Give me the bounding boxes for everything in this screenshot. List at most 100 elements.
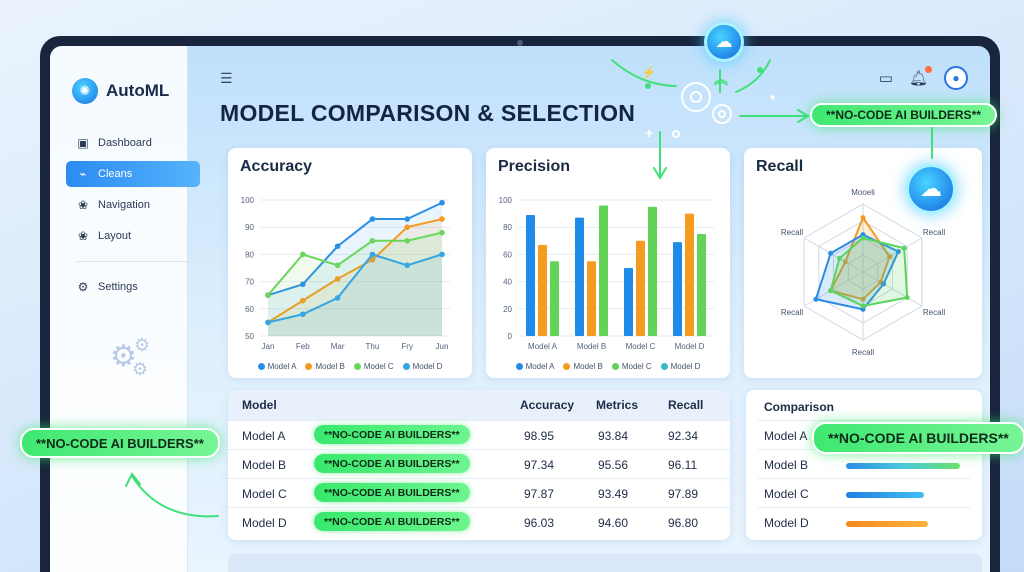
y-tick-label: 0	[508, 332, 513, 341]
x-tick-label: Model D	[675, 342, 705, 351]
row-recall: 96.11	[668, 458, 698, 472]
data-point	[404, 262, 410, 269]
data-point	[439, 216, 445, 222]
data-point	[836, 255, 842, 261]
legend-label: Model A	[267, 362, 297, 371]
callout-badge: **NO-CODE AI BUILDERS**	[812, 422, 1024, 454]
row-accuracy: 98.95	[524, 429, 555, 443]
table-row[interactable]: Model D **NO-CODE AI BUILDERS** 96.03 94…	[228, 507, 730, 536]
data-point	[860, 303, 866, 309]
header-metrics: Metrics	[596, 398, 639, 412]
header-accuracy: Accuracy	[520, 398, 575, 412]
precision-legend: Model A Model B Model C Model D	[486, 362, 730, 371]
menu-icon[interactable]: ☰	[220, 70, 233, 86]
bar	[599, 205, 608, 336]
legend-item: Model B	[305, 362, 345, 371]
dashboard-icon: ▣	[77, 136, 89, 150]
notification-dot	[925, 66, 932, 73]
bar	[636, 240, 645, 336]
row-model: Model B	[242, 458, 287, 472]
legend-item: Model D	[402, 362, 442, 371]
avatar[interactable]: ●	[944, 66, 968, 90]
bottom-panel	[228, 554, 982, 572]
bar	[624, 268, 633, 336]
y-tick-label: 50	[245, 332, 254, 341]
x-tick-label: Mar	[331, 342, 345, 351]
row-model: Model A	[242, 429, 286, 443]
legend-swatch	[353, 363, 361, 370]
row-metrics: 93.49	[598, 487, 629, 501]
data-point	[300, 297, 306, 304]
webcam	[517, 40, 523, 46]
x-tick-label: Jan	[262, 342, 275, 351]
comparison-row[interactable]: Model D	[758, 507, 970, 535]
sidebar-item-label: Navigation	[98, 199, 150, 211]
data-point	[404, 238, 410, 244]
data-point	[842, 259, 848, 265]
row-tag-badge: **NO-CODE AI BUILDERS**	[314, 512, 470, 531]
recall-title: Recall	[756, 158, 804, 175]
legend-label: Model B	[573, 362, 603, 371]
row-model: Model D	[242, 516, 287, 530]
table-row[interactable]: Model C **NO-CODE AI BUILDERS** 97.87 93…	[228, 478, 730, 507]
sidebar-item-label: Layout	[98, 230, 132, 242]
y-tick-label: 60	[245, 305, 254, 314]
x-tick-label: Model C	[626, 342, 656, 351]
bar	[575, 217, 584, 336]
table-row[interactable]: Model A **NO-CODE AI BUILDERS** 98.95 93…	[228, 420, 730, 449]
data-point	[887, 254, 893, 260]
recall-radar-chart: Mooeli Recall Recall Recall Recall Recall	[781, 188, 945, 357]
legend-label: Model A	[525, 362, 555, 371]
bar	[538, 244, 547, 336]
brain-logo-icon: ✺	[72, 78, 98, 104]
data-point	[369, 257, 376, 263]
data-point	[439, 251, 445, 258]
sidebar-nav: ▣ Dashboard ⌁ Cleans ❀ Navigation ❀ Layo…	[66, 130, 200, 305]
sidebar-item-navigation[interactable]: ❀ Navigation	[66, 192, 200, 218]
data-point	[860, 215, 866, 221]
x-tick-label: Feb	[296, 342, 310, 351]
row-accuracy: 97.34	[524, 458, 555, 472]
comparison-title: Comparison	[764, 400, 835, 414]
sidebar-item-label: Cleans	[98, 168, 133, 180]
precision-title: Precision	[498, 158, 571, 175]
sidebar-item-cleans[interactable]: ⌁ Cleans	[66, 161, 200, 187]
sidebar-item-dashboard[interactable]: ▣ Dashboard	[66, 130, 200, 156]
series-line	[267, 218, 443, 324]
legend-label: Model D	[670, 362, 701, 371]
radar-axis	[862, 271, 923, 307]
legend-swatch	[611, 363, 619, 370]
comparison-row[interactable]: Model C	[758, 478, 970, 506]
accuracy-title: Accuracy	[240, 158, 313, 175]
radar-axis-label: Recall	[781, 308, 803, 317]
comparison-label: Model C	[764, 487, 809, 501]
y-tick-label: 100	[499, 196, 513, 205]
device-icon[interactable]: ▭	[878, 70, 893, 87]
x-tick-label: Model B	[577, 342, 606, 351]
row-recall: 96.80	[668, 516, 699, 530]
data-point	[895, 249, 901, 255]
data-point	[904, 295, 910, 300]
comparison-label: Model A	[764, 429, 808, 443]
table-row[interactable]: Model B **NO-CODE AI BUILDERS** 97.34 95…	[228, 449, 730, 478]
sidebar-item-layout[interactable]: ❀ Layout	[66, 223, 200, 249]
page-title: MODEL COMPARISON & SELECTION	[220, 100, 636, 126]
sidebar: ✺ AutoML ▣ Dashboard ⌁ Cleans ❀ Navigati…	[50, 46, 200, 572]
legend-item: Model D	[660, 362, 701, 371]
sidebar-item-label: Dashboard	[98, 137, 152, 149]
notification-bell-icon[interactable]: 🔔︎	[909, 66, 932, 87]
data-point	[813, 296, 819, 302]
data-point	[860, 296, 866, 302]
gear-icon: ⚙	[77, 280, 89, 294]
gears-decoration-icon: ⚙ ⚙ ⚙	[110, 335, 151, 379]
comparison-bar	[846, 492, 924, 498]
precision-card: Precision 0 20 40 60 80 100 Model A Model B Mode…	[486, 148, 730, 378]
legend-item: Model B	[563, 362, 603, 371]
legend-swatch	[515, 363, 523, 370]
data-point	[828, 288, 834, 294]
series-area	[268, 254, 442, 336]
sidebar-item-settings[interactable]: ⚙ Settings	[66, 274, 200, 300]
model-table: Model Accuracy Metrics Recall Model A **…	[228, 390, 730, 540]
comparison-row[interactable]: Model A	[758, 420, 970, 448]
brain-icon: ❀	[77, 198, 89, 212]
